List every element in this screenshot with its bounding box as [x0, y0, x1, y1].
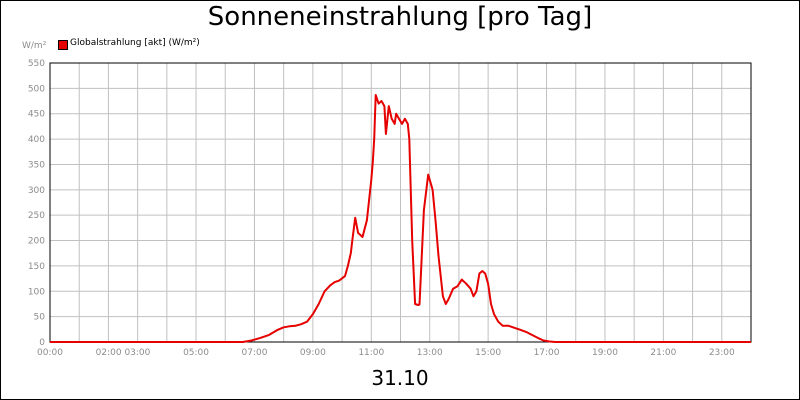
x-tick-label: 11:00 — [358, 348, 384, 358]
y-tick-label: 400 — [28, 135, 45, 145]
x-tick-label: 21:00 — [650, 348, 676, 358]
y-tick-label: 350 — [28, 160, 45, 170]
x-tick-label: 07:00 — [241, 348, 267, 358]
y-tick-label: 450 — [28, 110, 45, 120]
y-tick-label: 100 — [28, 287, 45, 297]
x-tick-label: 17:00 — [534, 348, 560, 358]
y-tick-label: 500 — [28, 84, 45, 94]
x-tick-label: 05:00 — [183, 348, 209, 358]
y-tick-label: 250 — [28, 211, 45, 221]
legend-swatch — [58, 40, 68, 50]
x-tick-label: 13:00 — [417, 348, 443, 358]
y-tick-label: 50 — [34, 313, 46, 323]
y-tick-label: 150 — [28, 262, 45, 272]
date-label: 31.10 — [371, 366, 429, 390]
legend-label: Globalstrahlung [akt] (W/m²) — [70, 38, 200, 48]
y-tick-label: 300 — [28, 186, 45, 196]
y-tick-label: 200 — [28, 237, 45, 247]
plot-border — [49, 62, 752, 343]
x-tick-label: 23:00 — [709, 348, 735, 358]
y-tick-label: 550 — [28, 59, 45, 69]
y-tick-label: 0 — [39, 338, 45, 348]
x-tick-label: 00:00 — [37, 348, 63, 358]
x-tick-label: 02:00 03:00 — [96, 348, 151, 358]
chart-title: Sonneneinstrahlung [pro Tag] — [207, 2, 593, 32]
x-tick-label: 15:00 — [475, 348, 501, 358]
series-line — [50, 94, 751, 343]
x-tick-label: 09:00 — [300, 348, 326, 358]
x-tick-label: 19:00 — [592, 348, 618, 358]
y-axis-unit-label: W/m² — [22, 41, 47, 51]
